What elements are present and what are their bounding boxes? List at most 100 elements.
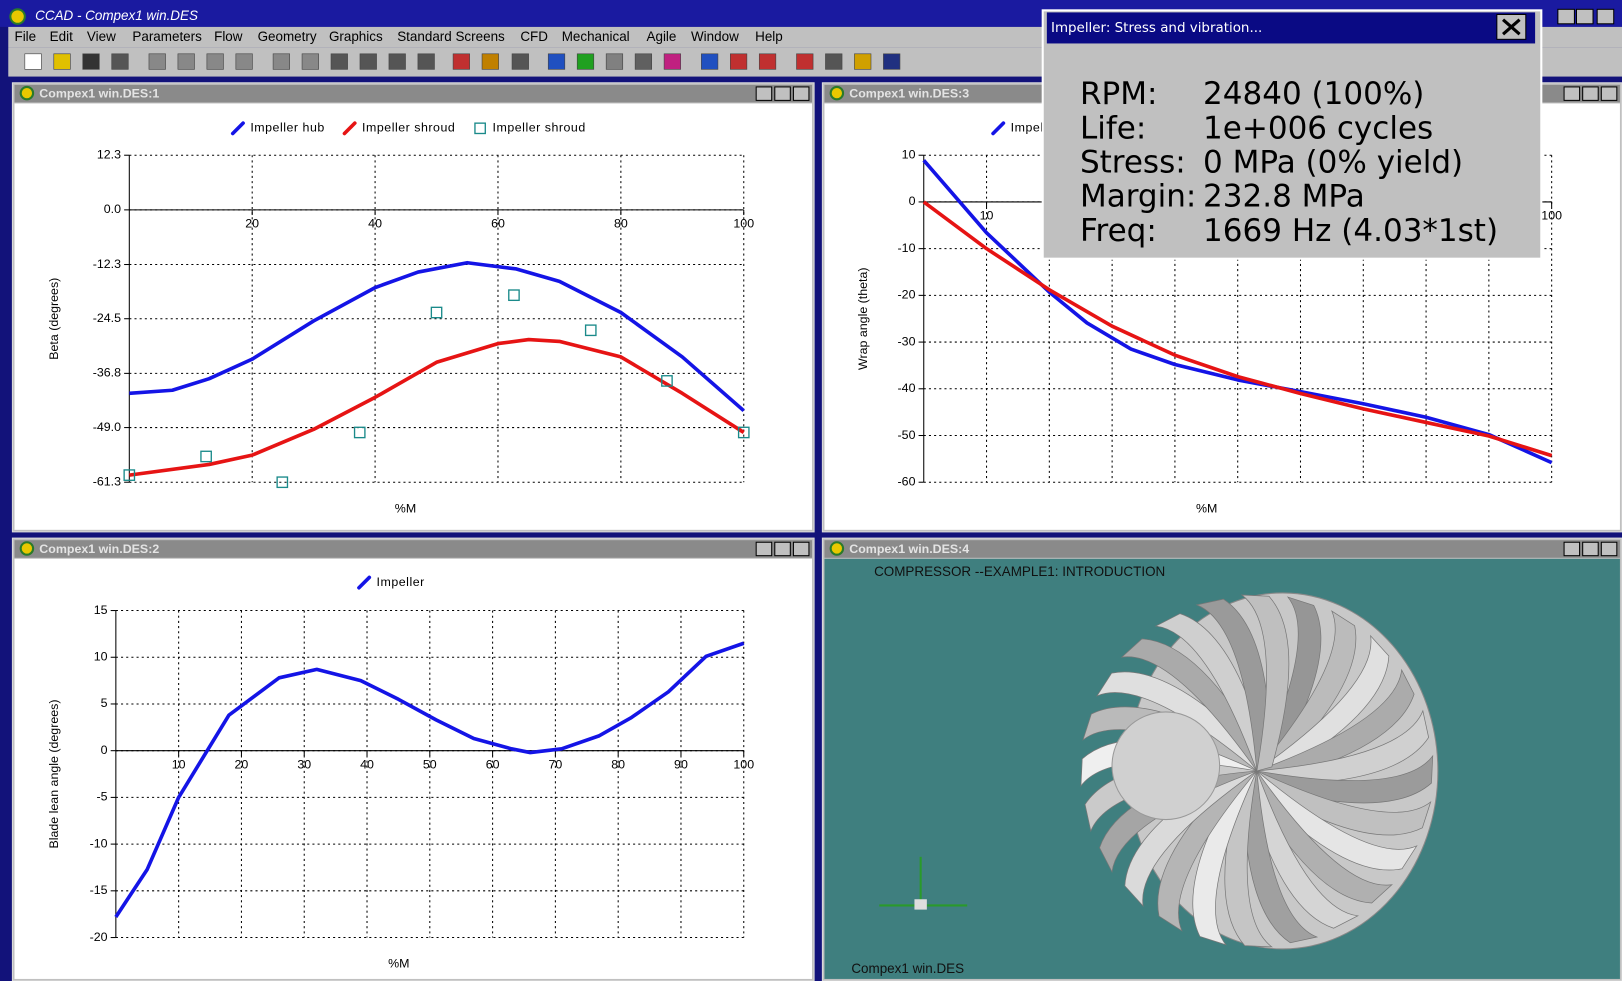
toolbar-icons <box>25 54 900 70</box>
toolbar-button[interactable] <box>701 54 718 70</box>
menu-item[interactable]: Window <box>691 29 739 44</box>
toolbar-button[interactable] <box>548 54 565 70</box>
menu-item[interactable]: Flow <box>214 29 243 44</box>
toolbar-button[interactable] <box>149 54 166 70</box>
y-tick-label: -20 <box>90 930 108 944</box>
y-tick-label: -36.8 <box>93 366 121 380</box>
toolbar-button[interactable] <box>112 54 129 70</box>
window-button[interactable] <box>775 542 791 555</box>
window-button[interactable] <box>1601 542 1617 555</box>
y-tick-label: -61.3 <box>93 475 121 489</box>
toolbar-button[interactable] <box>453 54 470 70</box>
dialog-value: 232.8 MPa <box>1203 179 1365 215</box>
toolbar-button[interactable] <box>825 54 842 70</box>
y-tick-label: -40 <box>898 381 916 395</box>
window-title: Compex1 win.DES:4 <box>849 542 969 556</box>
y-tick-label: -20 <box>898 288 916 302</box>
legend-label: Impeller <box>377 575 425 589</box>
toolbar-button[interactable] <box>482 54 499 70</box>
toolbar-button[interactable] <box>577 54 594 70</box>
dialog-label: RPM: <box>1080 76 1157 112</box>
menu-item[interactable]: Graphics <box>329 29 383 44</box>
window-title: Compex1 win.DES:3 <box>849 86 969 100</box>
toolbar-button[interactable] <box>389 54 406 70</box>
window-button[interactable] <box>793 87 809 100</box>
close-button[interactable] <box>1597 9 1614 23</box>
menu-item[interactable]: Mechanical <box>562 29 630 44</box>
toolbar-button[interactable] <box>331 54 348 70</box>
toolbar-button[interactable] <box>302 54 319 70</box>
window-button[interactable] <box>1583 87 1599 100</box>
toolbar-button[interactable] <box>797 54 814 70</box>
toolbar-button[interactable] <box>25 54 42 70</box>
toolbar-button[interactable] <box>730 54 747 70</box>
window-button[interactable] <box>1564 542 1580 555</box>
toolbar-button[interactable] <box>635 54 652 70</box>
window-title: Compex1 win.DES:1 <box>39 86 159 100</box>
menu-item[interactable]: CFD <box>520 29 548 44</box>
toolbar-button[interactable] <box>83 54 100 70</box>
window-button[interactable] <box>1601 87 1617 100</box>
menu-item[interactable]: Standard Screens <box>397 29 505 44</box>
toolbar-button[interactable] <box>512 54 529 70</box>
dialog-title: Impeller: Stress and vibration... <box>1051 21 1262 36</box>
menu-item[interactable]: Parameters <box>132 29 202 44</box>
x-axis-label: %M <box>395 501 416 515</box>
y-tick-label: 15 <box>94 603 108 617</box>
window-title: Compex1 win.DES:2 <box>39 542 159 556</box>
dialog: Impeller: Stress and vibration... RPM:24… <box>1043 10 1542 258</box>
window-button[interactable] <box>793 542 809 555</box>
toolbar-button[interactable] <box>273 54 290 70</box>
menu-item[interactable]: Help <box>755 29 783 44</box>
menu-item[interactable]: File <box>14 29 36 44</box>
window-icon <box>831 87 843 99</box>
toolbar-button[interactable] <box>418 54 435 70</box>
menu-item[interactable]: Agile <box>647 29 677 44</box>
toolbar-button[interactable] <box>207 54 224 70</box>
y-tick-label: 10 <box>94 650 108 664</box>
x-tick-label: 100 <box>1541 209 1562 223</box>
x-tick-label: 60 <box>486 757 500 771</box>
x-tick-label: 70 <box>548 757 562 771</box>
menu-item[interactable]: View <box>87 29 116 44</box>
toolbar-button[interactable] <box>664 54 681 70</box>
y-axis-label: Wrap angle (theta) <box>856 267 870 370</box>
window-icon <box>21 87 33 99</box>
y-tick-label: 5 <box>101 696 108 710</box>
y-tick-label: -12.3 <box>93 257 121 271</box>
x-tick-label: 20 <box>235 757 249 771</box>
toolbar-button[interactable] <box>759 54 776 70</box>
window-button[interactable] <box>1564 87 1580 100</box>
dialog-value: 1669 Hz (4.03*1st) <box>1203 213 1498 249</box>
main-window-buttons <box>1558 9 1614 23</box>
y-tick-label: -24.5 <box>93 311 121 325</box>
window-button[interactable] <box>756 542 772 555</box>
window-button[interactable] <box>756 87 772 100</box>
menu-item[interactable]: Geometry <box>258 29 317 44</box>
y-tick-label: 12.3 <box>97 148 121 162</box>
window-button[interactable] <box>1583 542 1599 555</box>
window-button[interactable] <box>775 87 791 100</box>
toolbar-button[interactable] <box>178 54 195 70</box>
restore-button[interactable] <box>1576 9 1593 23</box>
dialog-label: Stress: <box>1080 144 1186 180</box>
minimize-button[interactable] <box>1558 9 1575 23</box>
triad-origin <box>914 899 926 909</box>
app-title: CCAD - Compex1 win.DES <box>35 8 198 23</box>
dialog-label: Life: <box>1080 110 1146 146</box>
toolbar-button[interactable] <box>54 54 71 70</box>
toolbar-button[interactable] <box>854 54 871 70</box>
menu-item[interactable]: Edit <box>50 29 73 44</box>
toolbar-button[interactable] <box>360 54 377 70</box>
page: CCAD - Compex1 win.DES File Edit View Param… <box>0 0 1622 981</box>
dialog-label: Freq: <box>1080 213 1157 249</box>
window-client <box>14 103 812 529</box>
y-tick-label: -10 <box>90 836 108 850</box>
app-icon <box>10 9 24 23</box>
window-client <box>14 559 812 979</box>
toolbar-button[interactable] <box>606 54 623 70</box>
toolbar-button[interactable] <box>236 54 253 70</box>
x-tick-label: 40 <box>360 757 374 771</box>
toolbar-button[interactable] <box>883 54 900 70</box>
x-tick-label: 40 <box>368 217 382 231</box>
